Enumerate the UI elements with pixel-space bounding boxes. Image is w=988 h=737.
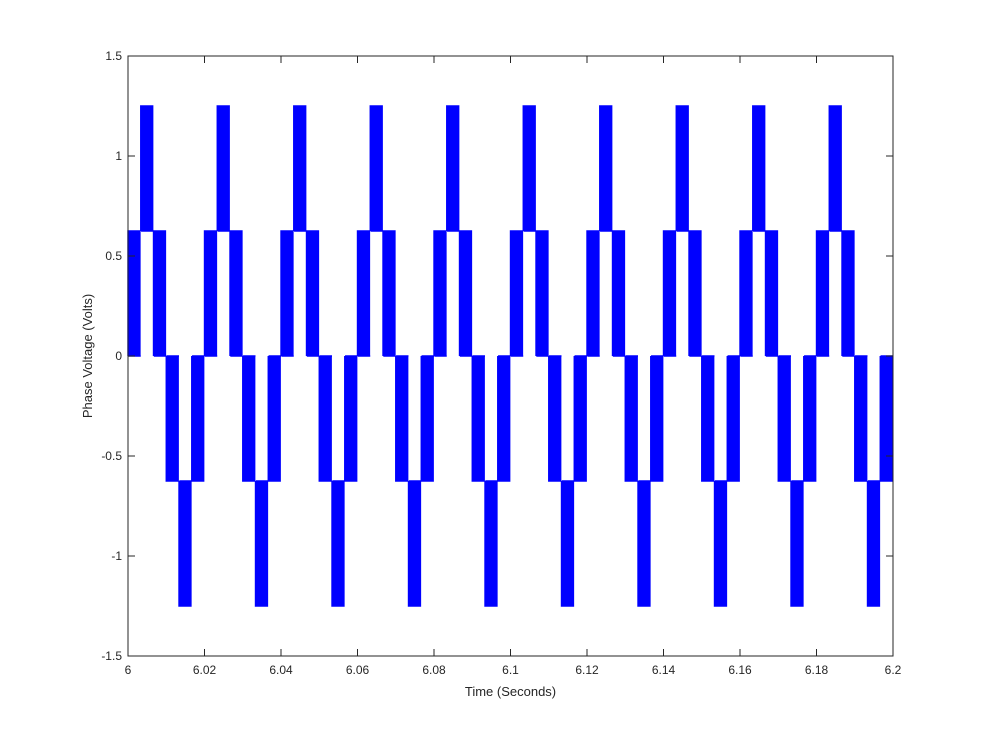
series-segment [828,105,842,232]
y-tick-label: 0.5 [105,249,122,263]
series-segment [624,355,638,482]
y-tick-label: 1 [115,149,122,163]
x-tick-label: 6 [125,663,132,677]
x-tick-label: 6.08 [422,663,446,677]
series-segment [586,230,600,357]
series-segment [395,355,409,482]
series-segment [522,105,536,232]
series-segment [344,355,358,482]
series-segment [356,230,371,357]
series-segment [713,480,728,607]
series-segment [854,355,868,482]
series-segment [790,480,804,607]
x-tick-label: 6.04 [269,663,293,677]
series-segment [420,355,434,482]
series-segment [216,105,230,232]
series-segment [752,105,766,232]
series-segment [650,355,664,482]
y-tick-label: 0 [115,349,122,363]
series-segment [280,230,294,357]
series-segment [471,355,485,482]
series-segment [688,230,702,357]
y-tick-label: -0.5 [101,449,122,463]
series-segment [611,230,626,357]
series-segment [293,105,307,232]
y-tick-label: -1.5 [101,649,122,663]
series-segment [191,355,205,482]
x-axis-label: Time (Seconds) [465,684,556,699]
series-segment [127,230,141,357]
series-segment [178,480,192,607]
x-tick-label: 6.18 [805,663,829,677]
series-segment [152,230,167,357]
x-tick-label: 6.14 [652,663,676,677]
x-tick-label: 6.02 [193,663,217,677]
series-segment [739,230,753,357]
series-segment [509,230,524,357]
series-layer [127,105,893,607]
series-segment [242,355,256,482]
series-segment [777,355,791,482]
series-segment [203,230,218,357]
series-segment [637,480,651,607]
x-axis-ticks: 6 6.02 6.04 6.06 6.08 6.1 6.12 6.14 6.16 6.18 6.2 [125,56,902,677]
series-segment [229,230,243,357]
series-segment [433,230,447,357]
series-segment [560,480,575,607]
series-segment [815,230,830,357]
series-segment [369,105,383,232]
y-axis-label: Phase Voltage (Volts) [80,294,95,418]
series-segment [305,230,320,357]
series-segment [382,230,396,357]
series-segment [446,105,460,232]
y-tick-label: 1.5 [105,49,122,63]
series-segment [484,480,498,607]
series-segment [497,355,511,482]
x-tick-label: 6.12 [575,663,599,677]
series-segment [548,355,562,482]
series-segment [331,480,345,607]
x-tick-label: 6.16 [728,663,752,677]
x-tick-label: 6.06 [346,663,370,677]
series-segment [254,480,269,607]
series-segment [701,355,715,482]
x-tick-label: 6.1 [502,663,519,677]
series-segment [662,230,677,357]
series-segment [841,230,855,357]
series-segment [879,355,893,482]
series-segment [803,355,817,482]
y-axis-ticks: -1.5 -1 -0.5 0 0.5 1 1.5 [101,49,893,663]
series-segment [599,105,613,232]
series-segment [866,480,881,607]
series-segment [407,480,422,607]
series-segment [267,355,281,482]
series-segment [318,355,332,482]
series-segment [573,355,587,482]
series-segment [458,230,473,357]
x-tick-label: 6.2 [885,663,902,677]
series-segment [675,105,689,232]
series-segment [140,105,154,232]
series-segment [165,355,179,482]
series-segment [764,230,779,357]
series-segment [535,230,549,357]
y-tick-label: -1 [111,549,122,563]
series-segment [726,355,740,482]
